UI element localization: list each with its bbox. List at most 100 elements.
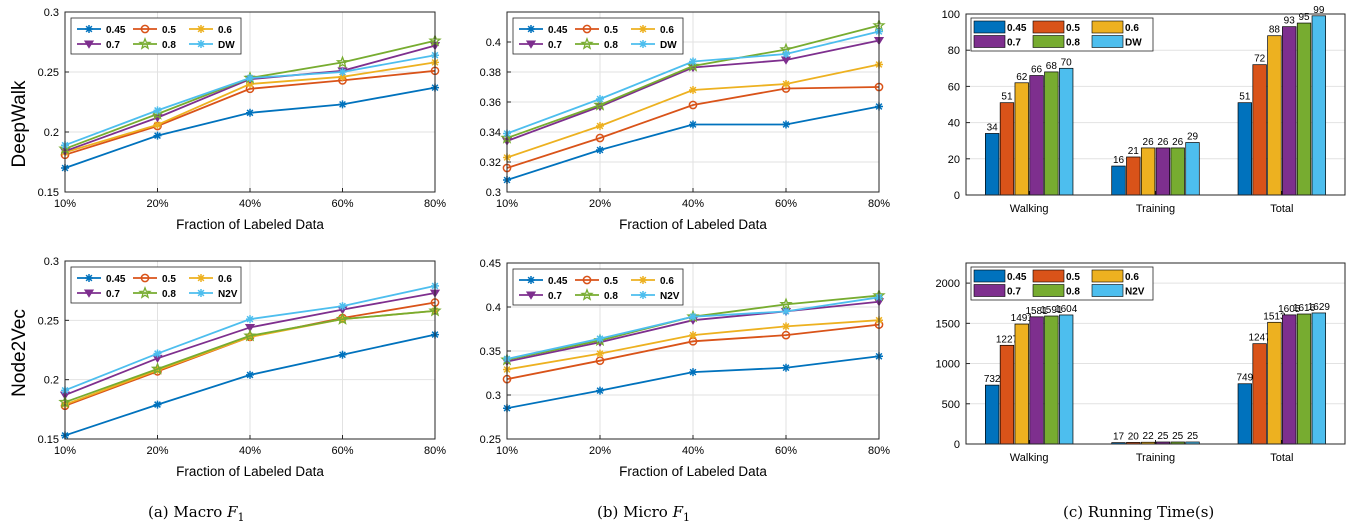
x-tick-label: 60% xyxy=(331,445,353,457)
legend: 0.45 0.5 0.6 0.7 0.8 N2V xyxy=(512,268,684,306)
data-point-dw xyxy=(596,95,604,103)
legend-label-0-5: 0.5 xyxy=(1066,23,1080,34)
chart-node2vec-running-time: 0500100015002000Walking73212271491158115… xyxy=(936,262,1346,464)
plot-frame xyxy=(965,262,1346,445)
bar-walking-0-45 xyxy=(985,384,1000,445)
legend-label-0-7: 0.7 xyxy=(1007,38,1021,49)
y-tick-label: 0.25 xyxy=(38,315,59,327)
legend: 0.45 0.5 0.6 0.7 0.8 N2V xyxy=(970,266,1154,301)
data-label-training-0-5: 20 xyxy=(1128,431,1140,442)
data-label-training-0-6: 26 xyxy=(1143,137,1155,148)
x-tick-label: 80% xyxy=(868,445,890,457)
series-line-0-5 xyxy=(506,323,880,381)
x-tick-label: 20% xyxy=(589,445,611,457)
x-tick-label: 10% xyxy=(496,445,518,457)
legend-label-dw: DW xyxy=(660,40,677,51)
data-point-0-8 xyxy=(243,328,257,342)
legend-label-0-5: 0.5 xyxy=(162,25,176,36)
x-tick-label: 80% xyxy=(868,198,890,210)
bar-walking-dw xyxy=(1059,67,1074,196)
y-tick-label: 20 xyxy=(948,154,960,166)
bar-total-0-45 xyxy=(1237,383,1252,445)
data-label-total-0-7: 1605 xyxy=(1278,304,1301,315)
y-tick-label: 0.34 xyxy=(480,127,501,139)
bar-training-0-6 xyxy=(1140,147,1156,196)
chart-deepwalk-macro-f1: 10% 20% 40% 60% 80%0.150.20.250.30.45 0.5 0.60… xyxy=(38,7,447,232)
legend-label-0-45: 0.45 xyxy=(106,274,126,285)
legend-marker-0-5 xyxy=(140,24,150,34)
x-axis-label: Fraction of Labeled Data xyxy=(619,464,767,479)
x-tick-label-total: Total xyxy=(1270,452,1293,464)
x-tick-label: 80% xyxy=(424,198,446,210)
legend-label-0-45: 0.45 xyxy=(548,276,568,287)
y-tick-label: 0.3 xyxy=(44,7,59,19)
data-label-total-0-5: 1247 xyxy=(1249,333,1272,344)
data-point-0-6 xyxy=(596,349,604,358)
legend-label-0-8: 0.8 xyxy=(1066,38,1080,49)
x-tick-label: 10% xyxy=(54,198,76,210)
bar-walking-0-5 xyxy=(999,344,1015,445)
y-tick-label: 0.25 xyxy=(480,434,501,446)
y-tick-label: 0 xyxy=(954,190,960,202)
data-label-training-0-8: 25 xyxy=(1172,431,1184,442)
legend-label-0-5: 0.5 xyxy=(604,25,618,36)
y-tick-label: 1000 xyxy=(936,359,960,371)
data-label-walking-0-5: 51 xyxy=(1001,92,1013,103)
data-label-training-n2v: 25 xyxy=(1187,431,1199,442)
legend-marker-dw xyxy=(639,40,647,48)
y-tick-label: 0.25 xyxy=(38,67,59,79)
data-label-walking-0-45: 732 xyxy=(984,374,1001,385)
y-tick-label: 0 xyxy=(954,439,960,451)
data-point-0-45 xyxy=(246,370,254,379)
series-line-0-5 xyxy=(506,86,880,169)
data-point-0-6 xyxy=(689,86,697,94)
bar-walking-0-6 xyxy=(1014,323,1029,445)
legend-marker-0-7 xyxy=(525,291,537,300)
legend-label-0-7: 0.7 xyxy=(548,291,562,302)
data-point-0-6 xyxy=(689,331,697,340)
legend-label-0-6: 0.6 xyxy=(1125,23,1139,34)
legend-label-0-6: 0.6 xyxy=(660,276,674,287)
bar-walking-0-6 xyxy=(1014,82,1029,196)
data-point-0-45 xyxy=(596,146,604,154)
data-label-total-n2v: 1629 xyxy=(1308,302,1331,313)
x-tick-label: 40% xyxy=(239,198,261,210)
bar-total-0-5 xyxy=(1252,64,1267,196)
legend-label-0-8: 0.8 xyxy=(1066,287,1080,298)
bar-walking-0-8 xyxy=(1044,71,1059,196)
data-label-training-0-7: 26 xyxy=(1157,137,1169,148)
legend-marker-0-7 xyxy=(525,40,537,49)
data-point-0-8 xyxy=(686,58,700,72)
legend-swatch-0-6 xyxy=(1091,20,1124,34)
data-label-walking-0-6: 62 xyxy=(1016,72,1028,83)
caption-running-time: (c) Running Time(s) xyxy=(1063,503,1214,521)
x-tick-label: 40% xyxy=(682,198,704,210)
bar-training-0-5 xyxy=(1126,156,1141,196)
legend-swatch-0-8 xyxy=(1032,284,1065,297)
x-tick-label: 10% xyxy=(496,198,518,210)
data-label-training-0-7: 25 xyxy=(1157,431,1169,442)
data-point-n2v xyxy=(689,312,697,321)
bar-total-dw xyxy=(1311,15,1326,196)
chart-node2vec-micro-f1: 10% 20% 40% 60% 80% 0.25 0.3 0.35 0.4 0.45 0.45 0.5… xyxy=(480,258,891,479)
data-point-0-45 xyxy=(338,350,347,359)
caption-running-time-text: (c) Running Time(s) xyxy=(1063,503,1215,521)
data-label-training-0-5: 21 xyxy=(1128,146,1140,157)
data-label-total-0-8: 95 xyxy=(1298,12,1310,23)
data-label-walking-0-45: 34 xyxy=(987,122,999,133)
y-tick-label: 60 xyxy=(948,81,960,93)
legend-box xyxy=(70,266,242,304)
legend-swatch-0-8 xyxy=(1032,35,1065,48)
y-tick-label: 0.38 xyxy=(480,67,501,79)
data-point-0-6 xyxy=(153,366,162,375)
data-label-walking-n2v: 1604 xyxy=(1055,304,1078,315)
data-point-dw xyxy=(246,74,254,82)
bar-total-0-45 xyxy=(1237,102,1252,196)
legend-swatch-0-45 xyxy=(973,20,1006,34)
data-point-0-45 xyxy=(153,131,162,140)
legend-label-dw: DW xyxy=(218,40,235,51)
data-point-0-45 xyxy=(596,386,604,395)
x-tick-label-training: Training xyxy=(1136,452,1175,464)
legend-marker-0-7 xyxy=(83,40,95,49)
data-label-total-0-45: 51 xyxy=(1239,92,1251,103)
